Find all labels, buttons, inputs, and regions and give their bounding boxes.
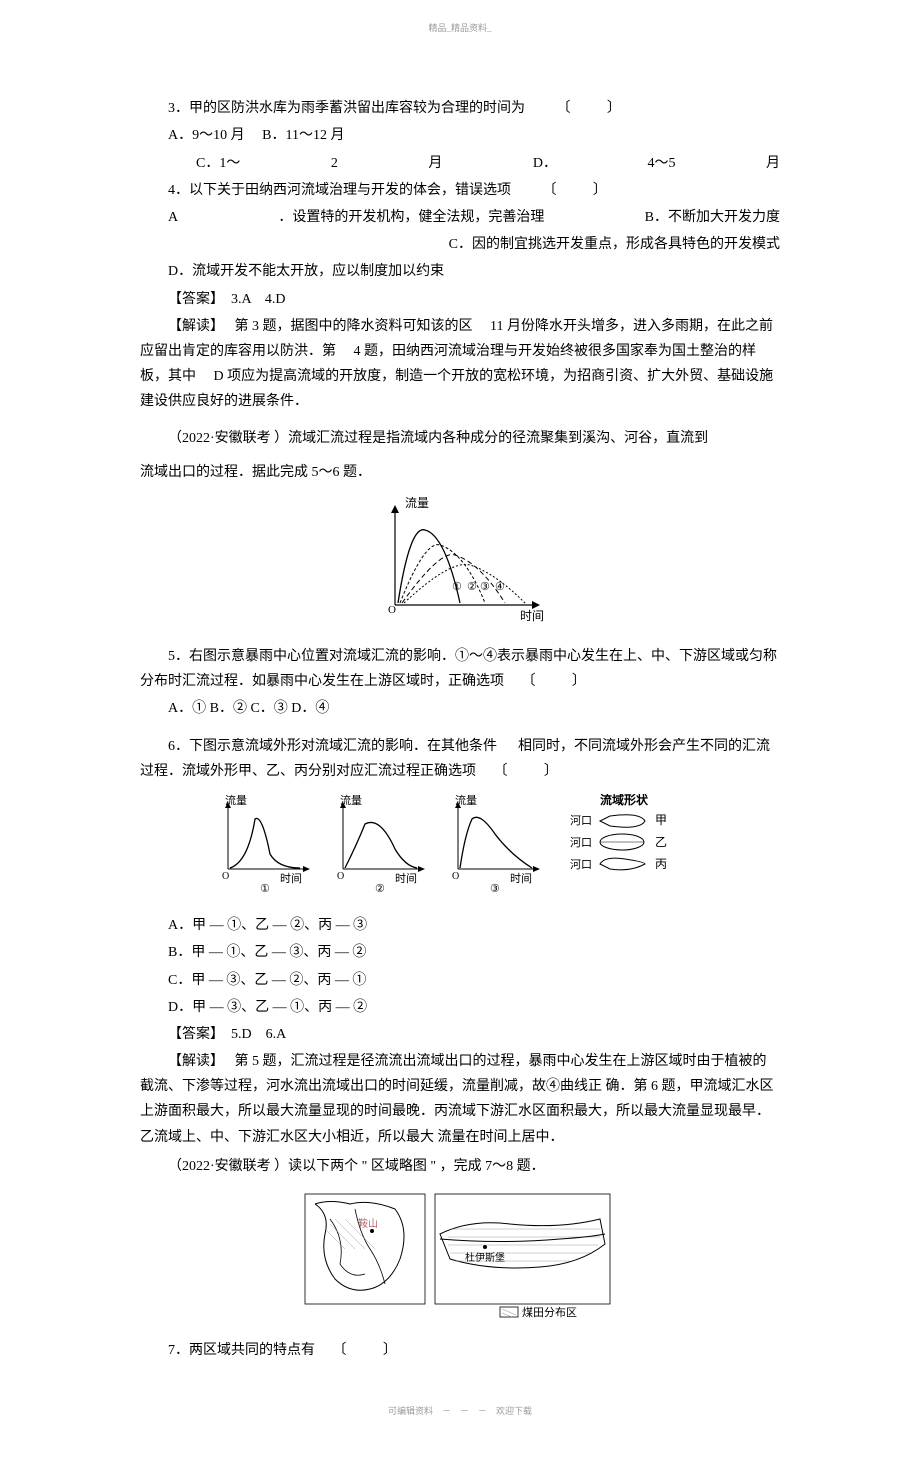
- explain-34: 【解读】 第 3 题，据图中的降水资料可知该的区 11 月份降水开头增多，进入多…: [140, 314, 780, 415]
- q6-stem: 6．下图示意流域外形对流域汇流的影响．在其他条件 相同时，不同流域外形会产生不同…: [140, 734, 780, 784]
- xlabel: 时间: [520, 609, 544, 623]
- q5-stem: 5．右图示意暴雨中心位置对流域汇流的影响．①～④表示暴雨中心发生在上、中、下游区…: [140, 644, 780, 694]
- svg-text:时间: 时间: [395, 872, 417, 885]
- svg-text:③: ③: [480, 581, 490, 593]
- q4-bracket: 〔 〕: [543, 183, 610, 198]
- exp56-label: 【解读】: [168, 1054, 217, 1069]
- chart-56: 流量 时间 ① ② ③ ④ O: [140, 495, 780, 634]
- svg-text:①: ①: [260, 883, 270, 894]
- q5-opts: A．① B．② C．③ D．④: [140, 696, 780, 721]
- answer-34: 【答案】 3.A 4.D: [140, 287, 780, 312]
- svg-text:乙: 乙: [655, 835, 667, 849]
- svg-text:煤田分布区: 煤田分布区: [522, 1306, 577, 1319]
- q4-optC-part: C．因的制宜挑选开发重点，形成各具特色的开发模式: [449, 232, 780, 257]
- q3-optD-val: 4～5: [619, 151, 675, 176]
- q4-row1: A ．设置特的开发机构，健全法规，完善治理 B．不断加大开发力度: [140, 205, 780, 230]
- q4-text: 4．以下关于田纳西河流域治理与开发的体会，错误选项: [168, 183, 511, 198]
- svg-text:河口: 河口: [570, 814, 592, 827]
- q4-optA-text: ．设置特的开发机构，健全法规，完善治理: [278, 205, 544, 230]
- svg-text:鞍山: 鞍山: [358, 1217, 378, 1230]
- q5-bracket: 〔 〕: [522, 674, 589, 689]
- exp34-label: 【解读】: [168, 319, 217, 334]
- q4-optB: B．不断加大开发力度: [645, 205, 780, 230]
- svg-text:时间: 时间: [510, 872, 532, 885]
- q3-optC-val: 2: [303, 151, 338, 176]
- chart-q6: 流量 O 时间 ① 流量 O 时间 ② 流量: [140, 794, 780, 903]
- svg-text:流域形状: 流域形状: [600, 794, 649, 807]
- q3-optC-label: C．1～: [168, 151, 240, 176]
- q5-text: 5．右图示意暴雨中心位置对流域汇流的影响．①～④表示暴雨中心发生在上、中、下游区…: [140, 649, 777, 689]
- svg-text:②: ②: [467, 581, 477, 593]
- q3-bracket: 〔 〕: [557, 101, 624, 116]
- intro-56-2: 流域出口的过程．据此完成 5～6 题．: [140, 460, 780, 485]
- q3-optD-unit: 月: [738, 151, 780, 176]
- svg-text:河口: 河口: [570, 836, 592, 849]
- svg-text:O: O: [452, 871, 459, 882]
- q3-stem: 3．甲的区防洪水库为雨季蓄洪留出库容较为合理的时间为 〔 〕: [140, 96, 780, 121]
- exp34-4: D 项应为提高流域的开放度，制造一个开放的宽松环境，为招商引资、扩大外贸、基础设…: [140, 369, 773, 409]
- page-header: 精品_精品资料_: [140, 20, 780, 36]
- q6-charts-icon: 流量 O 时间 ① 流量 O 时间 ② 流量: [200, 794, 720, 894]
- map-78: 鞍山 杜伊斯堡 煤田分布区: [140, 1189, 780, 1328]
- hydrograph-icon: 流量 时间 ① ② ③ ④ O: [370, 495, 550, 625]
- svg-text:O: O: [337, 871, 344, 882]
- explain-56: 【解读】 第 5 题，汇流过程是径流流出流域出口的过程，暴雨中心发生在上游区域时…: [140, 1049, 780, 1150]
- region-map-icon: 鞍山 杜伊斯堡 煤田分布区: [300, 1189, 620, 1319]
- q3-opts-ab: A．9～10 月 B．11～12 月: [140, 123, 780, 148]
- q4-optD: D．流域开发不能太开放，应以制度加以约束: [140, 259, 780, 284]
- svg-text:③: ③: [490, 883, 500, 894]
- q3-optB: B．11～12 月: [262, 128, 344, 143]
- q6-optB: B．甲 — ①、乙 — ③、丙 — ②: [140, 940, 780, 965]
- svg-text:④: ④: [495, 581, 505, 593]
- intro-78: （2022·安徽联考 ）读以下两个 " 区域略图 " ，完成 7～8 题．: [140, 1154, 780, 1179]
- q3-optD-label: D．: [505, 151, 557, 176]
- svg-text:河口: 河口: [570, 858, 592, 871]
- ylabel: 流量: [405, 496, 429, 510]
- q6-bracket: 〔 〕: [494, 764, 561, 779]
- q7-text: 7．两区域共同的特点有: [168, 1343, 315, 1358]
- q3-opts-cd: C．1～ 2 月 D． 4～5 月: [140, 151, 780, 176]
- svg-text:O: O: [222, 871, 229, 882]
- q7-stem: 7．两区域共同的特点有 〔 〕: [140, 1338, 780, 1363]
- q6-optD: D．甲 — ③、乙 — ①、丙 — ②: [140, 995, 780, 1020]
- q3-text: 3．甲的区防洪水库为雨季蓄洪留出库容较为合理的时间为: [168, 101, 525, 116]
- q6-optA: A．甲 — ①、乙 — ②、丙 — ③: [140, 913, 780, 938]
- q3-optC-unit: 月: [400, 151, 442, 176]
- answer-56: 【答案】 5.D 6.A: [140, 1022, 780, 1047]
- intro-56-1: （2022·安徽联考 ）流域汇流过程是指流域内各种成分的径流聚集到溪沟、河谷，直…: [140, 426, 780, 451]
- q6-optC: C．甲 — ③、乙 — ②、丙 — ①: [140, 968, 780, 993]
- svg-text:①: ①: [452, 581, 462, 593]
- exp34-1: 第 3 题，据图中的降水资料可知该的区: [235, 319, 473, 334]
- q6-mark: [501, 739, 515, 754]
- svg-text:杜伊斯堡: 杜伊斯堡: [465, 1251, 505, 1264]
- q7-bracket: 〔 〕: [333, 1343, 400, 1358]
- svg-text:甲: 甲: [655, 813, 667, 827]
- svg-text:O: O: [388, 604, 396, 616]
- svg-text:②: ②: [375, 883, 385, 894]
- q4-optA-label: A: [168, 205, 178, 230]
- q3-optA: A．9～10 月: [168, 128, 245, 143]
- svg-text:丙: 丙: [655, 857, 667, 871]
- q6-text1: 6．下图示意流域外形对流域汇流的影响．在其他条件: [168, 739, 497, 754]
- exp56-text: 第 5 题，汇流过程是径流流出流域出口的过程，暴雨中心发生在上游区域时由于植被的…: [140, 1054, 774, 1145]
- page-footer: 可编辑资料 － － － 欢迎下载: [140, 1403, 780, 1419]
- svg-text:时间: 时间: [280, 872, 302, 885]
- q4-row2: C．因的制宜挑选开发重点，形成各具特色的开发模式: [140, 232, 780, 257]
- q4-stem: 4．以下关于田纳西河流域治理与开发的体会，错误选项 〔 〕: [140, 178, 780, 203]
